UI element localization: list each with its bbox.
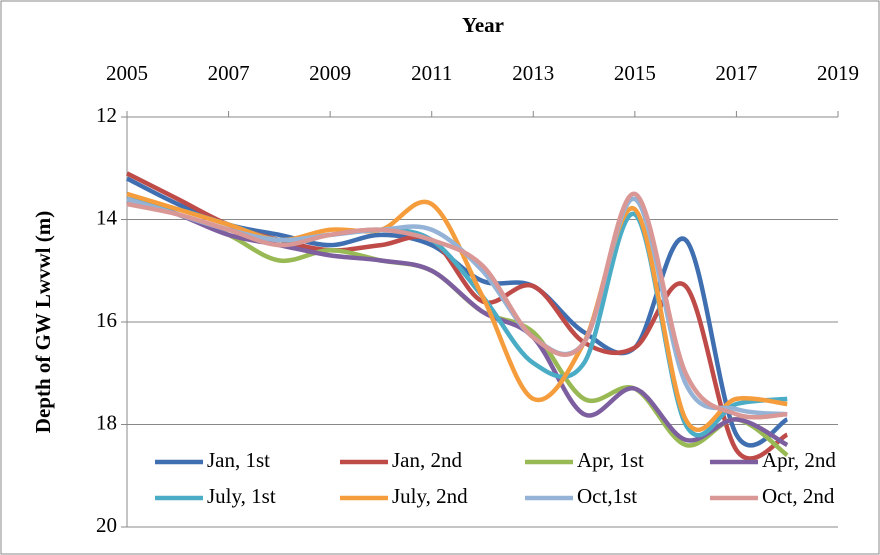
x-tick-label: 2007 (208, 61, 250, 85)
y-tick-label: 14 (96, 205, 118, 229)
y-tick-label: 12 (96, 103, 117, 127)
x-tick-label: 2011 (411, 61, 452, 85)
x-axis-title: Year (462, 13, 504, 37)
x-tick-label: 2005 (106, 61, 148, 85)
x-tick-label: 2015 (614, 61, 656, 85)
y-tick-label: 18 (96, 410, 117, 434)
y-tick-label: 20 (96, 513, 117, 537)
legend-label: Jan, 2nd (392, 448, 462, 472)
x-tick-label: 2013 (512, 61, 554, 85)
series-line (126, 196, 788, 417)
legend-label: July, 1st (207, 484, 276, 508)
legend-label: Apr, 2nd (762, 448, 836, 472)
y-tick-label: 16 (96, 308, 117, 332)
legend-label: Oct,1st (577, 484, 637, 508)
series-line (126, 196, 789, 448)
legend-label: Apr, 1st (577, 448, 644, 472)
x-tick-label: 2009 (309, 61, 351, 85)
legend-label: Oct, 2nd (762, 484, 835, 508)
x-tick-label: 2017 (715, 61, 757, 85)
y-axis-title: Depth of GW Lwvwl (m) (31, 211, 55, 433)
legend-label: Jan, 1st (207, 448, 270, 472)
series-line (126, 191, 788, 420)
legend-label: July, 2nd (392, 484, 468, 508)
x-tick-label: 2019 (817, 61, 859, 85)
